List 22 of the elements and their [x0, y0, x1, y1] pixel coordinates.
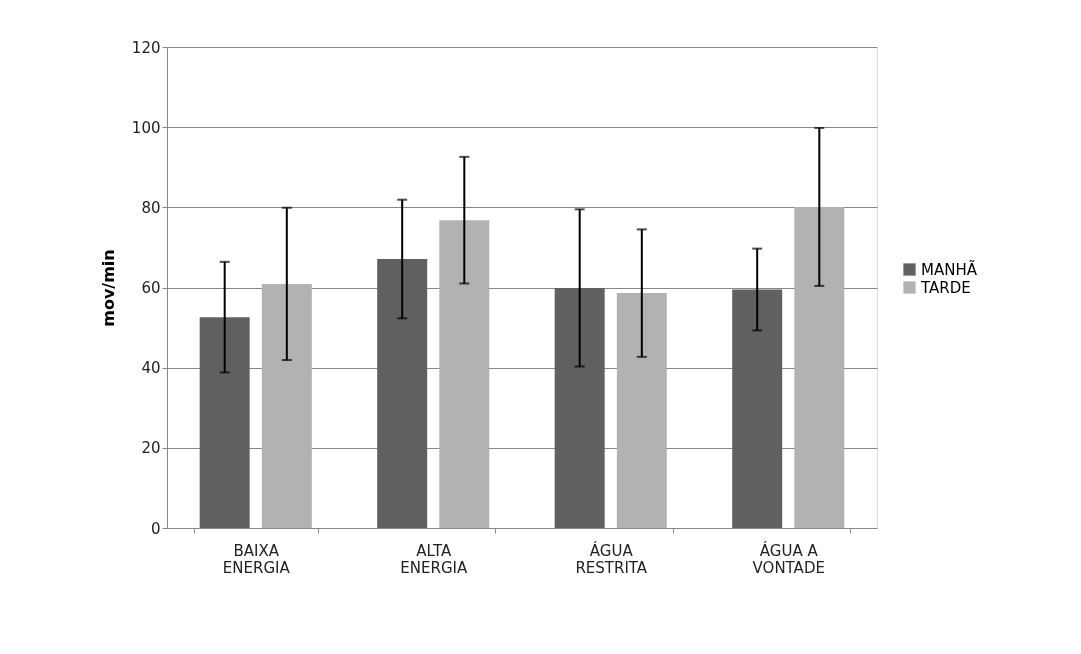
legend-label: TARDE	[920, 278, 971, 297]
legend-label: MANHÃ	[921, 259, 978, 279]
bar	[377, 259, 428, 528]
y-tick-label: 0	[150, 519, 161, 538]
x-tick-label: BAIXA ENERGIA	[222, 541, 291, 577]
x-tick-label: ÁGUA A VONTADE	[752, 540, 825, 577]
x-tick-label: ÁGUA RESTRITA	[575, 540, 648, 577]
y-tick-label: 60	[141, 279, 161, 297]
y-tick-label: 80	[141, 198, 161, 217]
bar	[794, 206, 845, 528]
bar	[732, 289, 783, 528]
bar	[616, 293, 667, 528]
y-axis-title: mov/min	[98, 249, 118, 327]
y-tick-label: 20	[141, 439, 161, 458]
y-tick-label: 120	[131, 38, 161, 57]
y-tick-label: 100	[131, 118, 161, 137]
bar	[439, 220, 490, 528]
y-tick-label: 40	[141, 359, 161, 378]
x-tick-label: ALTA ENERGIA	[400, 541, 468, 577]
bar	[199, 317, 250, 528]
bar	[261, 283, 312, 528]
bar	[554, 287, 605, 528]
